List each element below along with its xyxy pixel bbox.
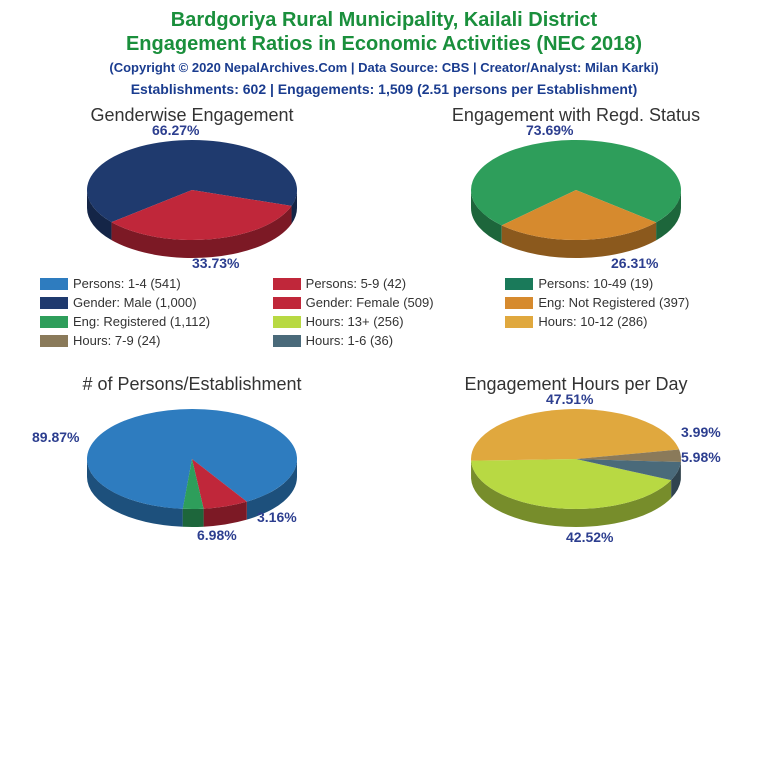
main-title: Bardgoriya Rural Municipality, Kailali D… — [0, 0, 768, 56]
legend-item: Eng: Not Registered (397) — [505, 295, 728, 310]
legend-text: Persons: 10-49 (19) — [538, 276, 653, 291]
legend-swatch — [505, 297, 533, 309]
pie-slice-label: 3.16% — [257, 509, 297, 525]
legend-item: Persons: 1-4 (541) — [40, 276, 263, 291]
pie-slice-label: 42.52% — [566, 529, 613, 545]
persons-chart-title: # of Persons/Establishment — [22, 374, 362, 395]
hours-chart-box: Engagement Hours per Day 42.52%47.51%3.9… — [406, 374, 746, 539]
pie-slice-label: 47.51% — [546, 391, 593, 407]
legend-text: Hours: 1-6 (36) — [306, 333, 393, 348]
title-line-2: Engagement Ratios in Economic Activities… — [0, 32, 768, 56]
persons-chart-box: # of Persons/Establishment 89.87%6.98%3.… — [22, 374, 362, 539]
legend-swatch — [273, 316, 301, 328]
legend-swatch — [273, 335, 301, 347]
regd-chart-title: Engagement with Regd. Status — [406, 105, 746, 126]
legend-item: Eng: Registered (1,112) — [40, 314, 263, 329]
legend-item: Gender: Female (509) — [273, 295, 496, 310]
legend-swatch — [273, 297, 301, 309]
top-charts-row: Genderwise Engagement 66.27%33.73% Engag… — [0, 105, 768, 270]
stats-line: Establishments: 602 | Engagements: 1,509… — [0, 81, 768, 97]
legend-text: Gender: Female (509) — [306, 295, 434, 310]
pie-slice-label: 26.31% — [611, 255, 658, 271]
legend-swatch — [40, 278, 68, 290]
legend-item: Hours: 1-6 (36) — [273, 333, 496, 348]
legend-swatch — [505, 278, 533, 290]
legend: Persons: 1-4 (541) Persons: 5-9 (42) Perso… — [0, 270, 768, 354]
pie-slice-label: 5.98% — [681, 449, 721, 465]
legend-item: Hours: 7-9 (24) — [40, 333, 263, 348]
pie-slice-label: 89.87% — [32, 429, 79, 445]
gender-chart-box: Genderwise Engagement 66.27%33.73% — [22, 105, 362, 270]
regd-pie: 73.69%26.31% — [446, 130, 706, 270]
legend-text: Hours: 13+ (256) — [306, 314, 404, 329]
pie-slice-label: 33.73% — [192, 255, 239, 271]
bottom-charts-row: # of Persons/Establishment 89.87%6.98%3.… — [0, 374, 768, 539]
legend-item: Hours: 13+ (256) — [273, 314, 496, 329]
legend-item: Persons: 10-49 (19) — [505, 276, 728, 291]
persons-pie: 89.87%6.98%3.16% — [62, 399, 322, 539]
legend-item: Hours: 10-12 (286) — [505, 314, 728, 329]
legend-swatch — [40, 316, 68, 328]
pie-slice-label: 66.27% — [152, 122, 199, 138]
infographic-container: Bardgoriya Rural Municipality, Kailali D… — [0, 0, 768, 768]
legend-text: Eng: Not Registered (397) — [538, 295, 689, 310]
legend-text: Gender: Male (1,000) — [73, 295, 197, 310]
pie-slice-label: 6.98% — [197, 527, 237, 543]
hours-pie: 42.52%47.51%3.99%5.98% — [446, 399, 706, 539]
legend-swatch — [40, 335, 68, 347]
legend-text: Persons: 5-9 (42) — [306, 276, 406, 291]
legend-swatch — [273, 278, 301, 290]
pie-slice-label: 3.99% — [681, 424, 721, 440]
gender-pie: 66.27%33.73% — [62, 130, 322, 270]
legend-item: Persons: 5-9 (42) — [273, 276, 496, 291]
legend-swatch — [505, 316, 533, 328]
pie-slice-label: 73.69% — [526, 122, 573, 138]
legend-text: Hours: 10-12 (286) — [538, 314, 647, 329]
title-line-1: Bardgoriya Rural Municipality, Kailali D… — [0, 8, 768, 32]
copyright-line: (Copyright © 2020 NepalArchives.Com | Da… — [0, 60, 768, 75]
legend-text: Eng: Registered (1,112) — [73, 314, 210, 329]
regd-chart-box: Engagement with Regd. Status 73.69%26.31… — [406, 105, 746, 270]
legend-text: Persons: 1-4 (541) — [73, 276, 181, 291]
legend-swatch — [40, 297, 68, 309]
legend-text: Hours: 7-9 (24) — [73, 333, 160, 348]
legend-item: Gender: Male (1,000) — [40, 295, 263, 310]
